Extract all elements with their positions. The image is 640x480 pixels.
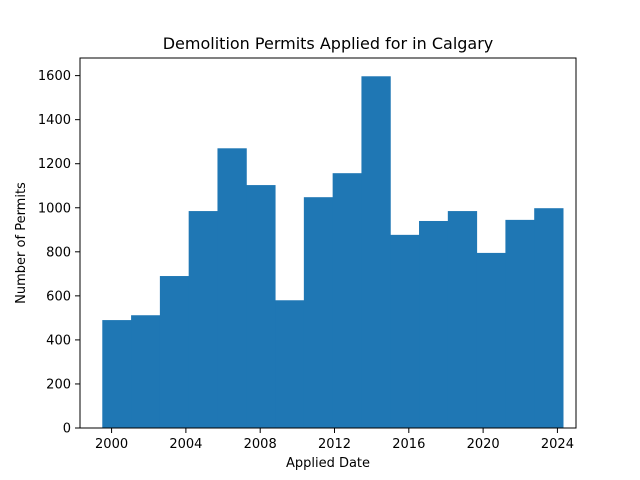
histogram-bar — [534, 208, 564, 428]
histogram-bar — [361, 76, 391, 429]
y-tick-label: 1000 — [38, 201, 71, 216]
plot-area-frame — [79, 57, 577, 429]
y-tick-label: 1600 — [38, 69, 71, 84]
chart-title: Demolition Permits Applied for in Calgar… — [163, 34, 494, 53]
x-axis-label: Applied Date — [286, 456, 370, 471]
y-tick-label: 600 — [46, 289, 71, 304]
y-axis-label: Number of Permits — [14, 182, 29, 304]
y-tick-label: 1400 — [38, 113, 71, 128]
x-tick-label: 2000 — [95, 437, 128, 452]
x-tick-label: 2008 — [244, 437, 277, 452]
bars-group — [102, 76, 564, 429]
histogram-bar — [447, 211, 478, 428]
x-tick-label: 2012 — [318, 437, 351, 452]
y-tick-label: 0 — [63, 422, 71, 437]
histogram-bar — [390, 234, 420, 428]
histogram-bar — [102, 320, 132, 428]
histogram-bar — [505, 219, 535, 428]
histogram-bar — [332, 173, 362, 428]
x-tick-label: 2020 — [467, 437, 500, 452]
histogram-bar — [476, 252, 506, 428]
x-tick-label: 2024 — [541, 437, 574, 452]
y-tick-label: 800 — [46, 245, 71, 260]
x-tick-label: 2004 — [169, 437, 202, 452]
histogram-bar — [303, 197, 334, 428]
histogram-bar — [246, 185, 276, 428]
histogram-bar — [419, 220, 449, 428]
histogram-bar — [159, 276, 190, 428]
y-axis-ticks: 0 200 400 600 800 1000 1200 1400 1600 — [38, 69, 80, 437]
x-axis-ticks: 2000 2004 2008 2012 2016 2020 2024 — [95, 428, 574, 452]
histogram-bar — [188, 211, 218, 428]
histogram-bar — [131, 315, 161, 428]
y-tick-label: 200 — [46, 377, 71, 392]
y-tick-label: 400 — [46, 333, 71, 348]
x-tick-label: 2016 — [392, 437, 425, 452]
histogram-bar — [275, 300, 305, 428]
y-tick-label: 1200 — [38, 157, 71, 172]
histogram-bar — [217, 148, 247, 429]
